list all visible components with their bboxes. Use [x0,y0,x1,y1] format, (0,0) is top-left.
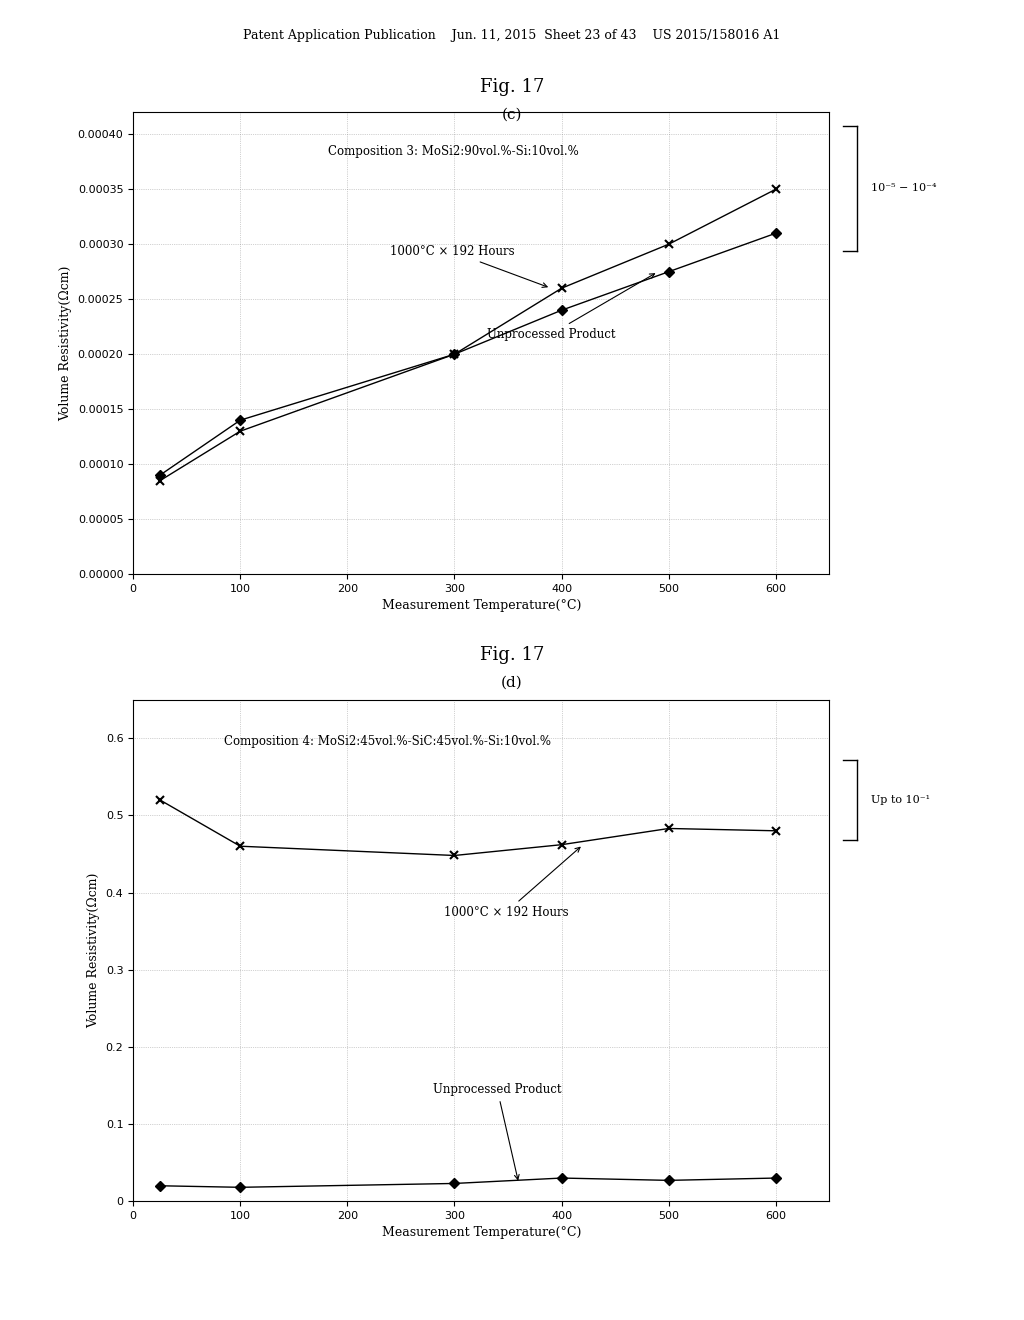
Text: 1000°C × 192 Hours: 1000°C × 192 Hours [443,847,580,919]
Text: Fig. 17: Fig. 17 [480,645,544,664]
Y-axis label: Volume Resistivity(Ωcm): Volume Resistivity(Ωcm) [87,873,100,1028]
Text: (c): (c) [502,108,522,121]
Text: Fig. 17: Fig. 17 [480,78,544,96]
Text: 10⁻⁵ − 10⁻⁴: 10⁻⁵ − 10⁻⁴ [871,183,937,194]
Text: Unprocessed Product: Unprocessed Product [433,1084,561,1180]
X-axis label: Measurement Temperature(°C): Measurement Temperature(°C) [382,1226,581,1239]
Text: 1000°C × 192 Hours: 1000°C × 192 Hours [390,246,547,288]
Text: Up to 10⁻¹: Up to 10⁻¹ [871,795,930,805]
Y-axis label: Volume Resistivity(Ωcm): Volume Resistivity(Ωcm) [59,265,72,421]
Text: Composition 4: MoSi2:45vol.%-SiC:45vol.%-Si:10vol.%: Composition 4: MoSi2:45vol.%-SiC:45vol.%… [223,735,551,747]
Text: Unprocessed Product: Unprocessed Product [486,273,654,341]
Text: (d): (d) [501,676,523,689]
Text: Composition 3: MoSi2:90vol.%-Si:10vol.%: Composition 3: MoSi2:90vol.%-Si:10vol.% [328,144,579,157]
X-axis label: Measurement Temperature(°C): Measurement Temperature(°C) [382,599,581,612]
Text: Patent Application Publication    Jun. 11, 2015  Sheet 23 of 43    US 2015/15801: Patent Application Publication Jun. 11, … [244,29,780,42]
